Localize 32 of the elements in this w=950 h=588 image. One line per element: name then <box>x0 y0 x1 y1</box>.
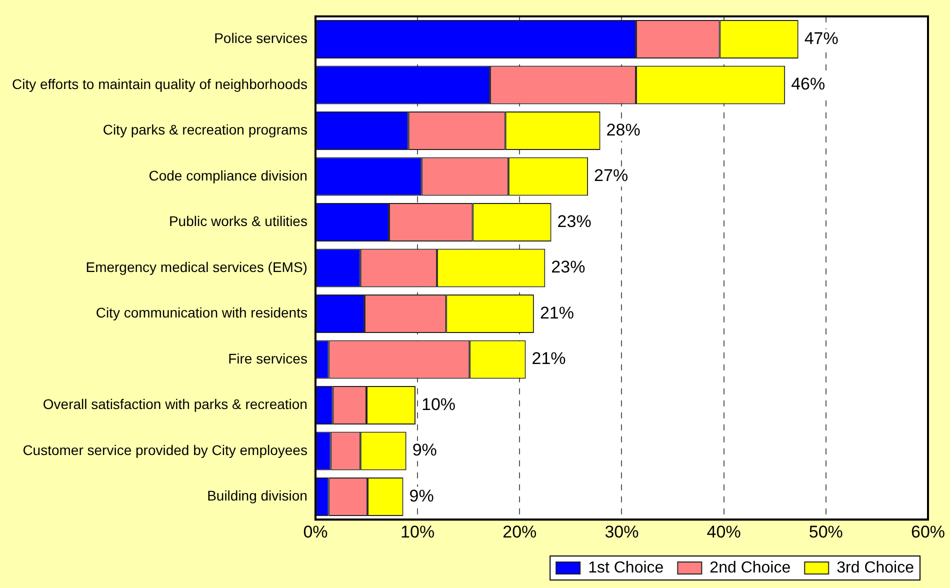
x-tick-label: 50% <box>808 522 843 542</box>
x-tick-label: 0% <box>303 522 328 542</box>
y-tick-label: City communication with residents <box>96 304 308 321</box>
x-tick-label: 20% <box>502 522 537 542</box>
x-tick-label: 30% <box>604 522 639 542</box>
legend-label: 3rd Choice <box>836 559 914 576</box>
y-tick-label: Code compliance division <box>148 167 308 184</box>
total-label: 23% <box>551 258 586 277</box>
y-tick-label: Public works & utilities <box>168 213 308 230</box>
total-label: 27% <box>594 166 628 186</box>
y-tick-label: Fire services <box>228 350 308 366</box>
y-tick-label: City parks & recreation programs <box>102 122 308 138</box>
x-tick-label: 60% <box>910 522 946 542</box>
y-tick-label: Building division <box>207 488 308 504</box>
y-tick-label: Customer service provided by City employees <box>22 442 308 458</box>
x-tick-label: 40% <box>706 522 741 542</box>
y-tick-label: Emergency medical services (EMS) <box>86 258 308 275</box>
total-label: 21% <box>540 303 574 322</box>
y-tick-label: Police services <box>214 30 308 46</box>
y-tick-label: City efforts to maintain quality of neighborhoods <box>12 76 308 92</box>
legend-label: 1st Choice <box>588 559 664 576</box>
total-label: 10% <box>422 394 456 414</box>
legend-label: 2nd Choice <box>710 559 791 576</box>
total-label: 46% <box>791 74 826 94</box>
total-label: 47% <box>804 28 838 48</box>
total-label: 9% <box>409 486 434 506</box>
y-tick-label: Overall satisfaction with parks & recreation <box>42 396 308 412</box>
total-label: 23% <box>557 212 592 231</box>
total-label: 28% <box>606 120 640 140</box>
x-tick-label: 10% <box>400 522 435 542</box>
total-label: 9% <box>412 440 437 460</box>
total-label: 21% <box>532 349 566 368</box>
